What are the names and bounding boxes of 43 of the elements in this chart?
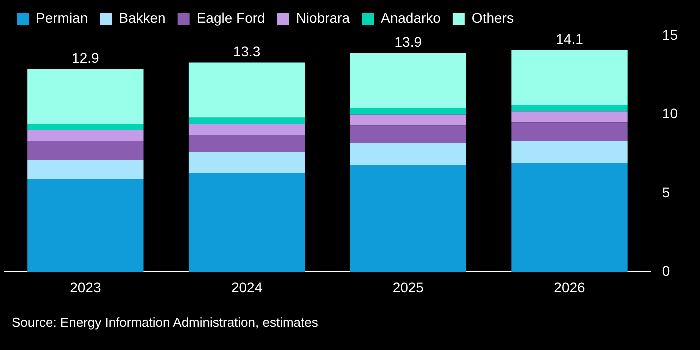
y-tick-label: 5 [662,184,670,200]
bar [188,118,306,124]
bar [188,62,306,118]
legend-label: Permian [36,10,88,26]
source-note: Source: Energy Information Administration, estimates [11,314,320,330]
bar [350,165,466,272]
bar [28,69,144,124]
bar [350,108,466,115]
bar [188,172,306,272]
x-tick-label: 2024 [231,279,263,296]
bar [28,130,144,142]
legend-label: Eagle Ford [196,10,266,26]
bar [188,152,306,173]
x-tick-label: 2026 [554,279,586,296]
total-label: 13.9 [394,34,422,50]
bar [28,179,144,272]
bar [350,114,466,126]
bar [350,126,466,144]
bar [28,124,144,130]
legend-label: Others [472,10,514,26]
y-tick-label: 0 [662,263,670,280]
bar [28,142,144,160]
bar [512,112,628,123]
x-tick-label: 2025 [392,279,424,296]
bar [512,142,628,164]
bar [188,124,306,136]
legend-label: Niobrara [296,10,350,26]
bar [188,135,306,153]
bar [512,122,628,142]
bar [28,160,144,180]
legend-label: Anadarko [381,10,442,26]
total-label: 14.1 [556,31,584,48]
bar [350,53,466,108]
bar [512,50,628,106]
legend-label: Bakken [119,10,166,26]
total-label: 12.9 [72,50,100,66]
bar [512,105,628,112]
bar [350,143,466,166]
bar [512,164,628,272]
x-tick-label: 2023 [70,279,102,296]
y-tick-label: 10 [662,106,678,122]
total-label: 13.3 [233,44,261,60]
y-tick-label: 15 [662,26,678,43]
